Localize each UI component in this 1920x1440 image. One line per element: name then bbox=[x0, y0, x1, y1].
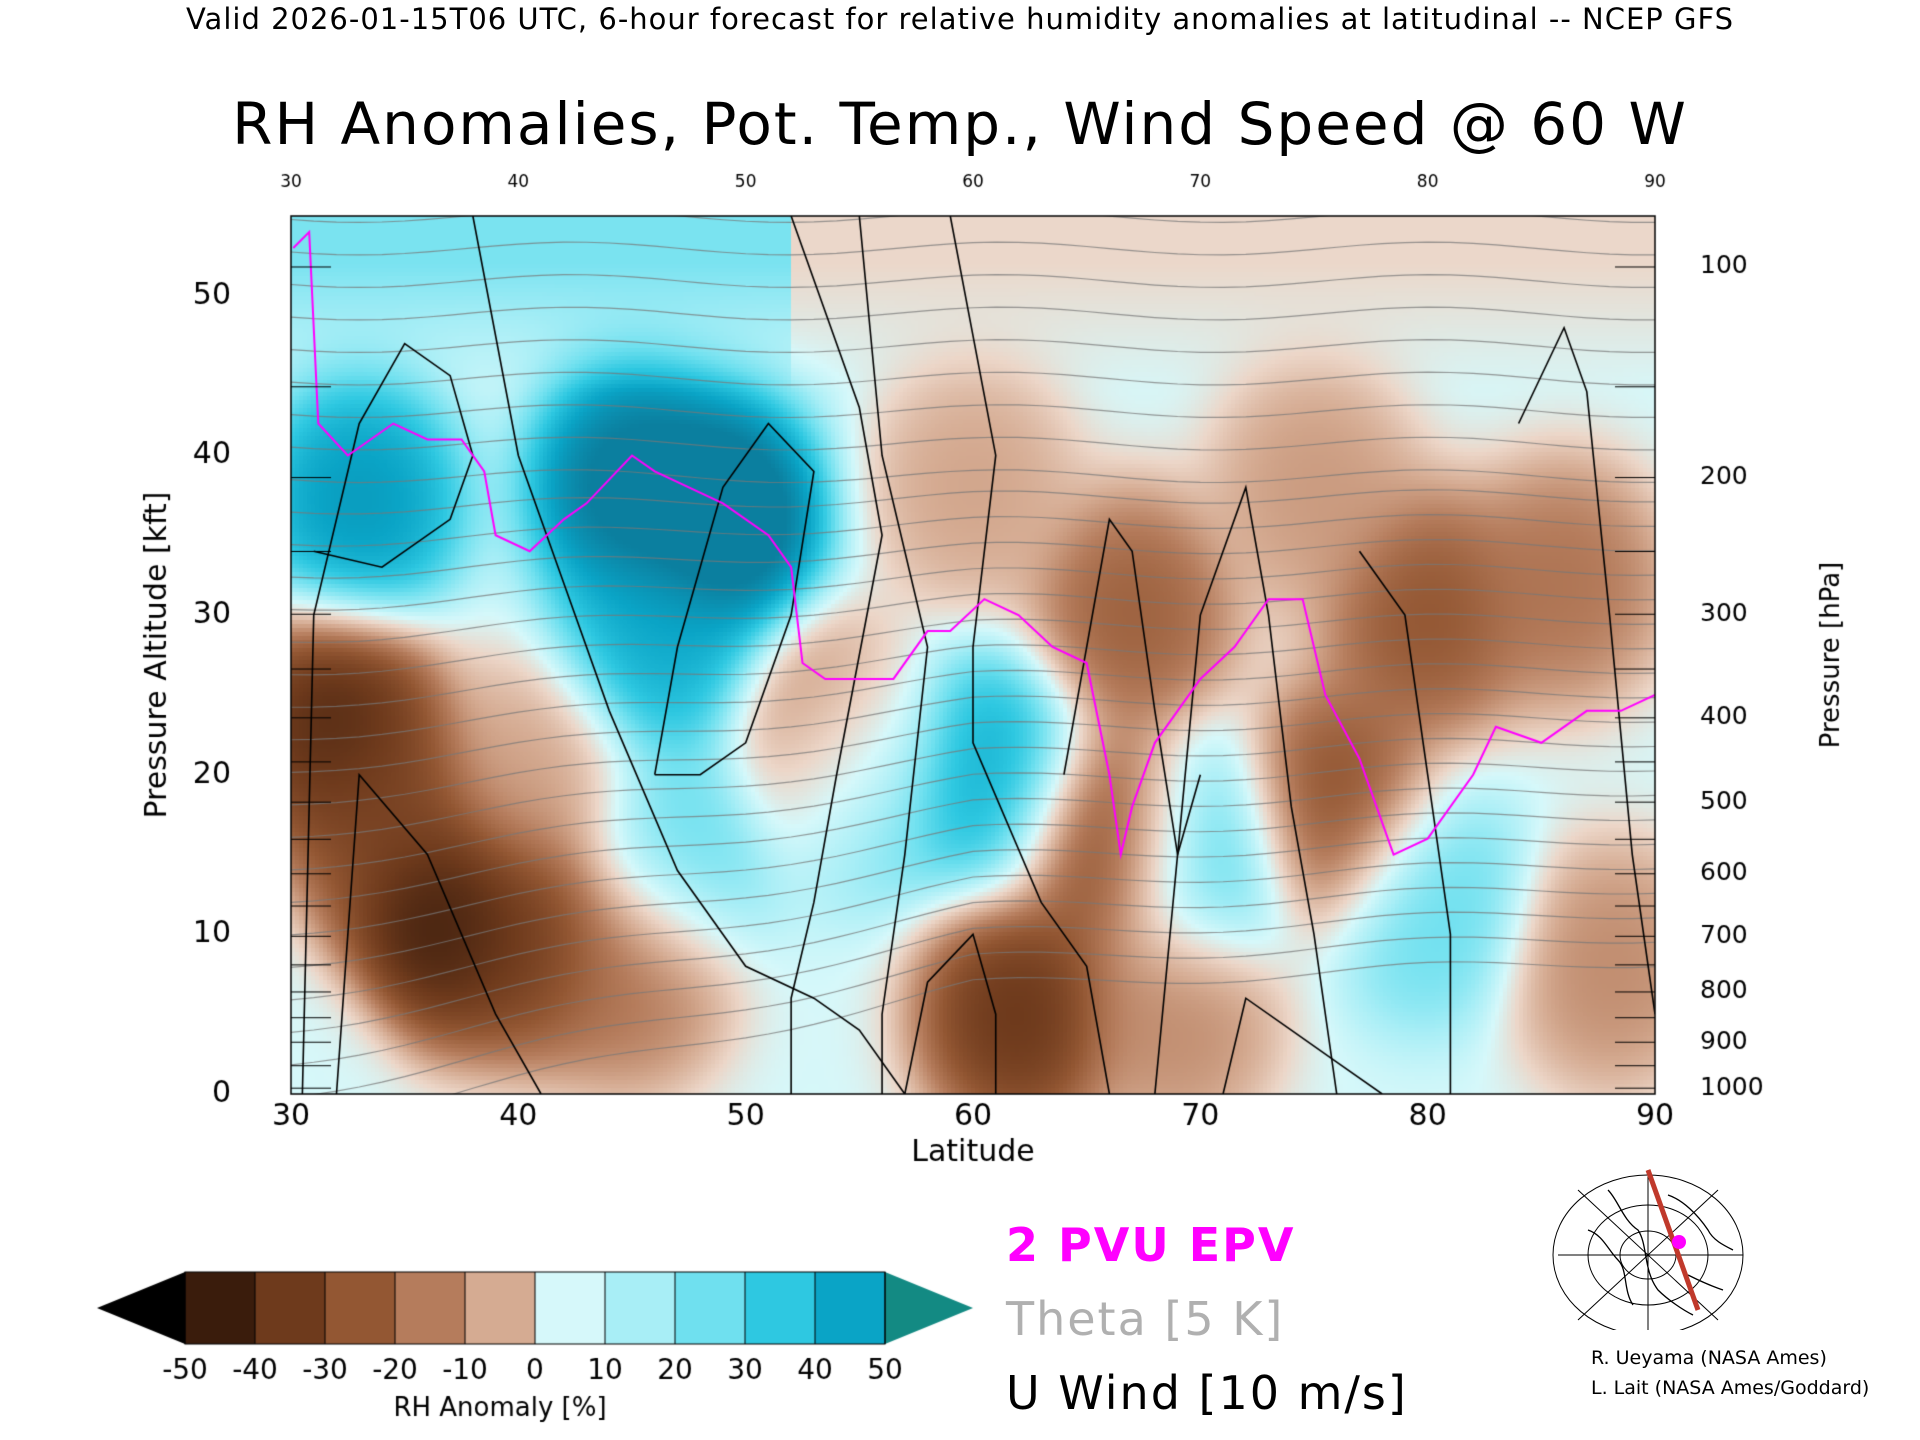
legend-theta: Theta [5 K] bbox=[1006, 1292, 1285, 1346]
legend-u-wind: U Wind [10 m/s] bbox=[1006, 1366, 1408, 1420]
credit-line-2: L. Lait (NASA Ames/Goddard) bbox=[1591, 1377, 1870, 1399]
locator-map-icon bbox=[1548, 1160, 1753, 1330]
forecast-header: Valid 2026-01-15T06 UTC, 6-hour forecast… bbox=[185, 2, 1735, 36]
credit-line-1: R. Ueyama (NASA Ames) bbox=[1591, 1347, 1827, 1369]
chart-title: RH Anomalies, Pot. Temp., Wind Speed @ 6… bbox=[232, 90, 1688, 158]
legend-epv: 2 PVU EPV bbox=[1006, 1218, 1296, 1272]
